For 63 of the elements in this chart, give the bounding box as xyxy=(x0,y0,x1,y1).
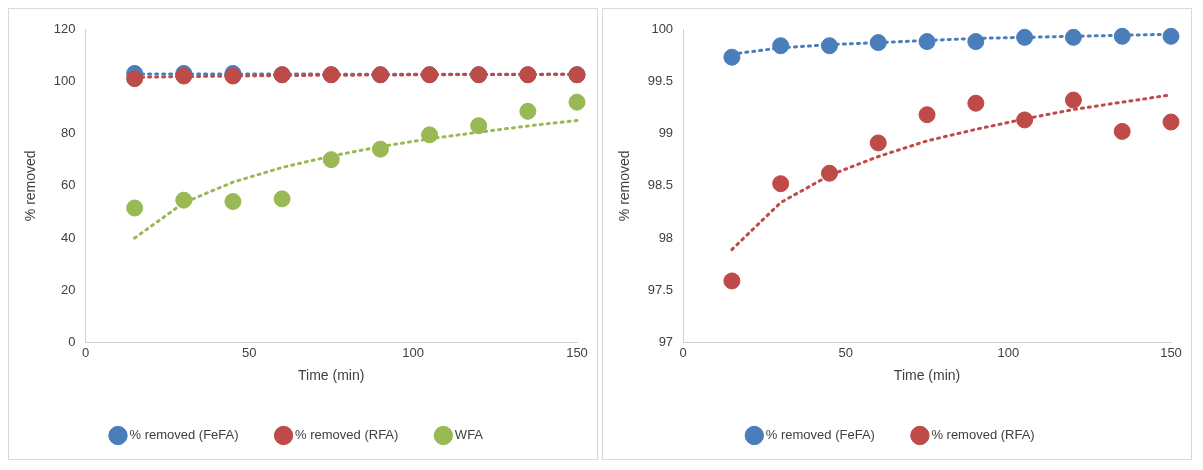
x-axis-title: Time (min) xyxy=(298,367,365,384)
x-tick-label: 150 xyxy=(566,344,588,360)
point xyxy=(1162,27,1180,45)
x-tick-label: 0 xyxy=(679,344,687,360)
line-series xyxy=(133,118,579,240)
point xyxy=(1113,122,1131,140)
point xyxy=(322,151,340,169)
point xyxy=(568,93,586,111)
x-tick-label: 0 xyxy=(81,344,90,360)
point xyxy=(967,33,985,51)
point xyxy=(126,199,144,217)
y-tick-label: 100 xyxy=(53,72,76,88)
legend-label: WFA xyxy=(454,427,484,443)
y-tick-label: 99 xyxy=(658,125,674,141)
point xyxy=(224,192,242,210)
y-tick-label: 120 xyxy=(53,20,76,36)
y-tick-label: 0 xyxy=(68,334,76,350)
point xyxy=(918,33,936,51)
point xyxy=(869,134,887,152)
point xyxy=(820,37,838,55)
point xyxy=(869,34,887,52)
legend-label: % removed (FeFA) xyxy=(765,427,875,443)
x-tick-label: 50 xyxy=(838,344,853,360)
point xyxy=(1064,28,1082,46)
point xyxy=(126,70,144,88)
point xyxy=(772,175,790,193)
point xyxy=(1162,113,1180,131)
point xyxy=(519,102,537,120)
point xyxy=(1113,27,1131,45)
point xyxy=(421,126,439,144)
legend-label: % removed (RFA) xyxy=(931,427,1035,443)
y-axis-title: % removed xyxy=(22,150,39,222)
y-tick-label: 60 xyxy=(61,177,76,193)
x-tick-label: 150 xyxy=(1160,344,1182,360)
point xyxy=(723,48,741,66)
legend-label: % removed (RFA) xyxy=(295,427,399,443)
y-tick-label: 100 xyxy=(651,20,674,36)
point xyxy=(1016,28,1034,46)
x-tick-label: 50 xyxy=(242,344,257,360)
y-tick-label: 98.5 xyxy=(647,177,674,193)
x-tick-label: 100 xyxy=(997,344,1020,360)
point xyxy=(1064,91,1082,109)
point xyxy=(820,164,838,182)
y-tick-label: 97 xyxy=(658,334,674,350)
y-tick-label: 99.5 xyxy=(647,72,674,88)
point xyxy=(273,190,291,208)
legend-label: % removed (FeFA) xyxy=(129,427,239,443)
y-tick-label: 20 xyxy=(61,281,76,297)
y-tick-label: 97.5 xyxy=(647,281,674,297)
x-tick-label: 100 xyxy=(402,344,425,360)
point xyxy=(175,191,193,209)
y-tick-label: 80 xyxy=(61,125,76,141)
point xyxy=(470,117,488,135)
point xyxy=(1016,111,1034,129)
point xyxy=(723,272,741,290)
point xyxy=(371,140,389,158)
x-axis-title: Time (min) xyxy=(893,367,961,384)
y-tick-label: 98 xyxy=(658,229,674,245)
point xyxy=(918,106,936,124)
y-axis-title: % removed xyxy=(616,150,633,222)
point xyxy=(772,37,790,55)
y-tick-label: 40 xyxy=(61,229,76,245)
point xyxy=(967,94,985,112)
